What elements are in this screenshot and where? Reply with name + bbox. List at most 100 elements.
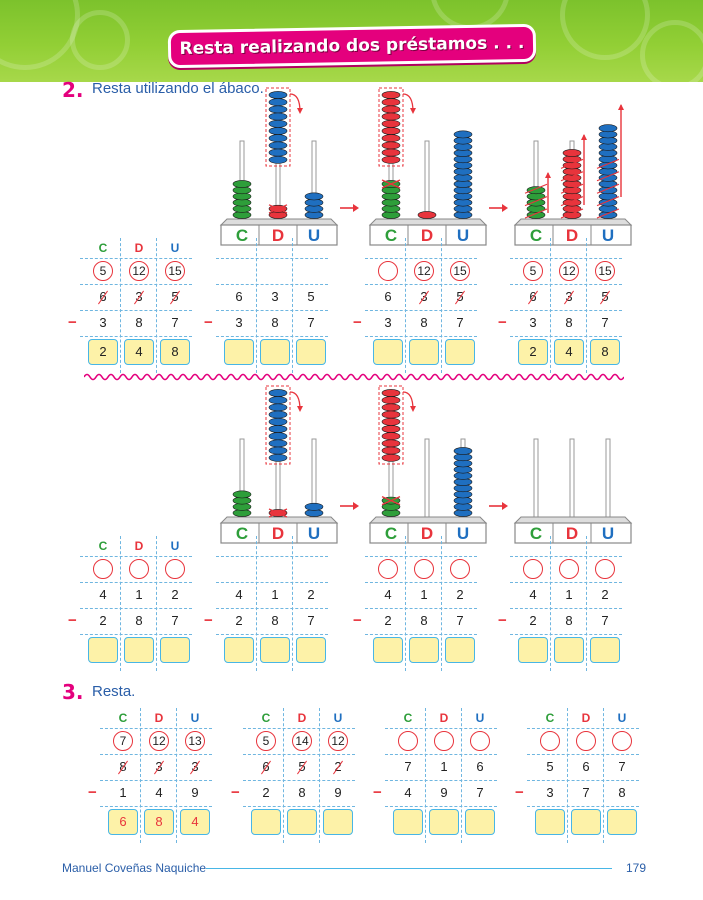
grid-line <box>365 582 477 583</box>
abacus-bead <box>268 425 288 433</box>
grid-line <box>80 556 192 557</box>
answer-box[interactable]: 4 <box>124 339 154 365</box>
answer-box[interactable]: 4 <box>554 339 584 365</box>
answer-box[interactable] <box>160 637 190 663</box>
borrowed-value: 15 <box>453 264 467 278</box>
answer-box[interactable] <box>296 637 326 663</box>
footer-line <box>206 868 612 869</box>
answer-box[interactable] <box>88 637 118 663</box>
wrap-mark <box>560 158 584 169</box>
column-header: U <box>170 241 180 255</box>
abacus-bead <box>304 192 324 201</box>
abacus-bead <box>268 439 288 448</box>
answer-box[interactable] <box>224 339 254 365</box>
answer-box[interactable]: 8 <box>590 339 620 365</box>
abacus-base-top <box>368 516 488 524</box>
answer-box[interactable] <box>260 339 290 365</box>
cdu-table: C 4 2 D 1 8 U 2 7 − <box>68 536 192 671</box>
abacus-label: C <box>385 524 397 543</box>
answer-box[interactable] <box>373 339 403 365</box>
minuend-digit: 5 <box>601 289 609 304</box>
grid-line <box>120 536 121 671</box>
grid-line <box>586 536 587 671</box>
grid-line <box>292 238 293 373</box>
answer-box[interactable] <box>429 809 459 835</box>
subtrahend-digit: 4 <box>155 785 163 800</box>
grid-line <box>243 728 355 729</box>
answer-box[interactable] <box>260 637 290 663</box>
answer-box[interactable] <box>409 339 439 365</box>
answer-box[interactable] <box>465 809 495 835</box>
borrow-circle <box>398 731 418 751</box>
abacus-bead <box>381 389 401 397</box>
answer-box[interactable] <box>518 637 548 663</box>
borrowed-value: 5 <box>99 264 107 278</box>
answer-box[interactable] <box>535 809 565 835</box>
abacus-bead <box>268 403 288 412</box>
answer-box[interactable] <box>445 339 475 365</box>
borrow-circle <box>185 731 205 751</box>
minuend-digit: 4 <box>529 587 537 602</box>
abacus-bead <box>268 446 288 455</box>
answer-box[interactable]: 6 <box>108 809 138 835</box>
borrow-group-box <box>378 87 404 167</box>
minuend-digit: 1 <box>271 587 279 602</box>
borrow-circle <box>165 261 185 281</box>
abacus-bead <box>268 119 288 128</box>
column-header: D <box>297 711 307 725</box>
answer-box[interactable] <box>251 809 281 835</box>
grid-line <box>550 536 551 671</box>
borrowed-value: 5 <box>529 264 537 278</box>
wrap-mark <box>560 171 584 182</box>
answer-box[interactable] <box>287 809 317 835</box>
minus-sign: − <box>515 784 524 801</box>
page-title: Resta realizando dos préstamos . . . <box>179 32 525 60</box>
answer-box[interactable] <box>393 809 423 835</box>
answer-box[interactable] <box>554 637 584 663</box>
grid-line <box>385 780 497 781</box>
abacus-bead <box>381 119 401 128</box>
subtrahend-digit: 7 <box>582 785 590 800</box>
subtrahend-digit: 8 <box>565 315 573 330</box>
grid-line <box>365 284 477 285</box>
grid-line <box>510 284 622 285</box>
answer-box[interactable] <box>590 637 620 663</box>
abacus-bead <box>268 148 288 157</box>
answer-box[interactable]: 4 <box>180 809 210 835</box>
answer-box[interactable] <box>296 339 326 365</box>
answer-box[interactable] <box>409 637 439 663</box>
answer-box[interactable] <box>323 809 353 835</box>
grid-line <box>527 780 639 781</box>
abacus-bead <box>268 112 288 121</box>
abacus-bead <box>268 98 288 107</box>
grid-line <box>216 258 328 259</box>
answer-box[interactable]: 2 <box>518 339 548 365</box>
minuend-digit: 1 <box>420 587 428 602</box>
answer-box[interactable] <box>445 637 475 663</box>
answer-box[interactable]: 8 <box>144 809 174 835</box>
abacus-rod <box>569 438 575 524</box>
section-3-number: 3. <box>62 680 84 704</box>
answer-box[interactable] <box>373 637 403 663</box>
header-swirl <box>640 20 703 82</box>
answer-box[interactable]: 2 <box>88 339 118 365</box>
answer-box[interactable] <box>224 637 254 663</box>
grid-line <box>527 806 639 807</box>
subtrahend-digit: 4 <box>404 785 412 800</box>
abacus-bead <box>381 403 401 412</box>
column-header: C <box>118 711 128 725</box>
abacus-bead <box>562 149 582 157</box>
answer-box[interactable]: 8 <box>160 339 190 365</box>
column-header: D <box>154 711 164 725</box>
section-2-number: 2. <box>62 78 84 102</box>
grid-line <box>100 728 212 729</box>
grid-line <box>216 582 328 583</box>
answer-box[interactable] <box>607 809 637 835</box>
grid-line <box>243 806 355 807</box>
answer-box[interactable] <box>571 809 601 835</box>
abacus-base-top <box>219 218 339 226</box>
answer-box[interactable] <box>124 637 154 663</box>
step-arrow-head <box>502 204 508 212</box>
